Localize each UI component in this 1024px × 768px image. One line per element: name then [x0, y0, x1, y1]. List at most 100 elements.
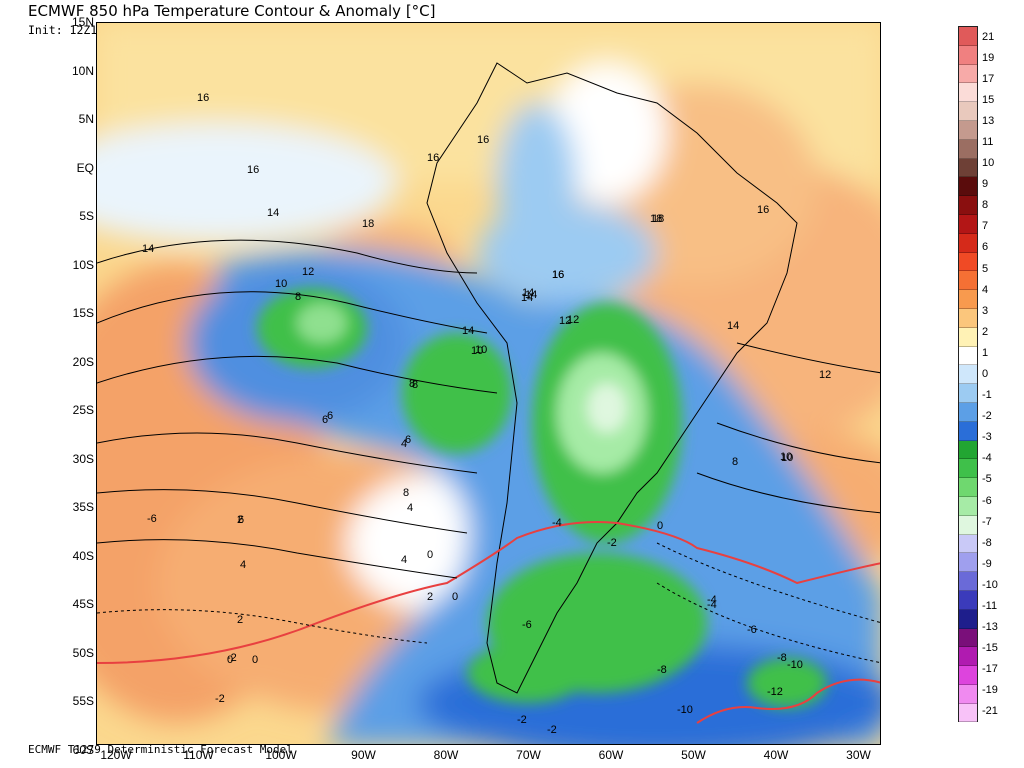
contour-label: -2	[547, 724, 557, 736]
colorbar-swatch	[959, 83, 977, 103]
colorbar-label: 4	[982, 283, 989, 296]
colorbar-swatch	[959, 478, 977, 497]
colorbar-swatch	[959, 647, 977, 667]
latitude-label: 35S	[72, 500, 94, 514]
longitude-label: 90W	[351, 748, 376, 762]
colorbar-label: -3	[982, 431, 992, 444]
contour-label: -8	[657, 664, 667, 676]
contour-label: 0	[452, 591, 458, 603]
contour-label: 12	[567, 314, 579, 326]
colorbar-label: -5	[982, 473, 992, 486]
contour-label: 2	[237, 514, 243, 526]
contour-label: 0	[657, 520, 663, 532]
colorbar-swatch	[959, 271, 977, 291]
contour-label: -4	[707, 594, 717, 606]
contour-label: 0	[227, 654, 233, 666]
colorbar-label: 21	[982, 30, 995, 43]
contour-label: -4	[707, 599, 717, 611]
colorbar	[958, 26, 978, 723]
contour-label: 10	[475, 344, 487, 356]
colorbar-swatch	[959, 703, 977, 723]
south-america-coastline	[426, 62, 798, 694]
contour-label: 14	[142, 243, 154, 255]
colorbar-label: 6	[982, 241, 989, 254]
colorbar-swatch	[959, 459, 977, 479]
colorbar-label: 3	[982, 304, 989, 317]
contour-label: 16	[477, 134, 489, 146]
colorbar-label: -19	[982, 684, 998, 697]
colorbar-label: -7	[982, 515, 992, 528]
colorbar-swatch	[959, 177, 977, 197]
colorbar-label: 9	[982, 178, 989, 191]
colorbar-swatch	[959, 572, 977, 591]
contour-label: -2	[607, 537, 617, 549]
colorbar-swatch	[959, 308, 977, 328]
contour-label: -6	[747, 624, 757, 636]
latitude-label: 20S	[72, 354, 94, 369]
colorbar-swatch	[959, 590, 977, 610]
contour-label: 12	[819, 369, 831, 381]
zero-contour-south	[696, 678, 880, 724]
colorbar-label: -17	[982, 663, 998, 676]
latitude-label: 60S	[72, 742, 94, 757]
contour-label: -6	[147, 513, 157, 525]
longitude-label: 120W	[100, 748, 132, 762]
colorbar-swatch	[959, 102, 977, 121]
contour-label: 10	[275, 278, 287, 290]
colorbar-swatch	[959, 365, 977, 385]
colorbar-label: -6	[982, 494, 992, 507]
colorbar-swatch	[959, 553, 977, 573]
colorbar-swatch	[959, 346, 977, 366]
colorbar-swatch	[959, 440, 977, 460]
contour-label: 4	[240, 559, 246, 571]
latitude-label: 45S	[72, 597, 94, 611]
colorbar-label: 5	[982, 262, 989, 275]
latitude-label: 15N	[71, 15, 94, 29]
latitude-label: 50S	[72, 645, 94, 660]
colorbar-swatch	[959, 64, 977, 84]
contour-label: 8	[732, 456, 738, 468]
contour-label: -2	[517, 714, 527, 726]
colorbar-swatch	[959, 327, 977, 347]
colorbar-label: 11	[982, 136, 994, 148]
longitude-label: 110W	[183, 748, 214, 762]
contour-label: 16	[247, 164, 259, 176]
colorbar-swatch	[959, 27, 977, 46]
contour-label: 18	[362, 218, 374, 230]
contour-label: 0	[427, 549, 433, 561]
latitude-label: 10S	[72, 257, 94, 272]
contour-labels: 1616161818141412108141614121088666444220…	[142, 92, 831, 736]
colorbar-swatch	[959, 158, 977, 178]
contour-label: 6	[327, 410, 333, 422]
longitude-label: 30W	[846, 748, 871, 762]
colorbar-label: 17	[982, 72, 995, 85]
latitude-label: 10N	[71, 63, 94, 78]
map-title: ECMWF 850 hPa Temperature Contour & Anom…	[28, 2, 436, 20]
contour-label: -2	[215, 693, 225, 705]
contour-label: 12	[302, 266, 314, 278]
contour-label: 14	[521, 292, 533, 304]
colorbar-label: -9	[982, 557, 992, 570]
colorbar-swatch	[959, 421, 977, 441]
longitude-label: 100W	[265, 748, 297, 762]
latitude-label: EQ	[76, 160, 94, 175]
contour-label: 6	[405, 434, 411, 446]
latitude-label: 40S	[72, 548, 94, 563]
contour-label: 4	[401, 438, 407, 450]
contour-label: 16	[552, 269, 564, 281]
contour-label: 4	[401, 554, 407, 566]
colorbar-swatch	[959, 534, 977, 554]
contour-label: 4	[407, 502, 413, 514]
contour-label: 18	[650, 213, 662, 225]
latitude-label: 25S	[72, 403, 94, 417]
latitude-label: 5S	[79, 209, 94, 223]
colorbar-swatch	[959, 496, 977, 516]
colorbar-swatch	[959, 609, 977, 629]
contour-label: 14	[525, 289, 537, 301]
colorbar-swatch	[959, 214, 977, 234]
contour-label: -6	[522, 619, 532, 631]
longitude-label: 80W	[433, 748, 459, 762]
colorbar-label: -21	[982, 705, 998, 718]
colorbar-label: 15	[982, 93, 995, 106]
colorbar-label: 19	[982, 51, 995, 64]
